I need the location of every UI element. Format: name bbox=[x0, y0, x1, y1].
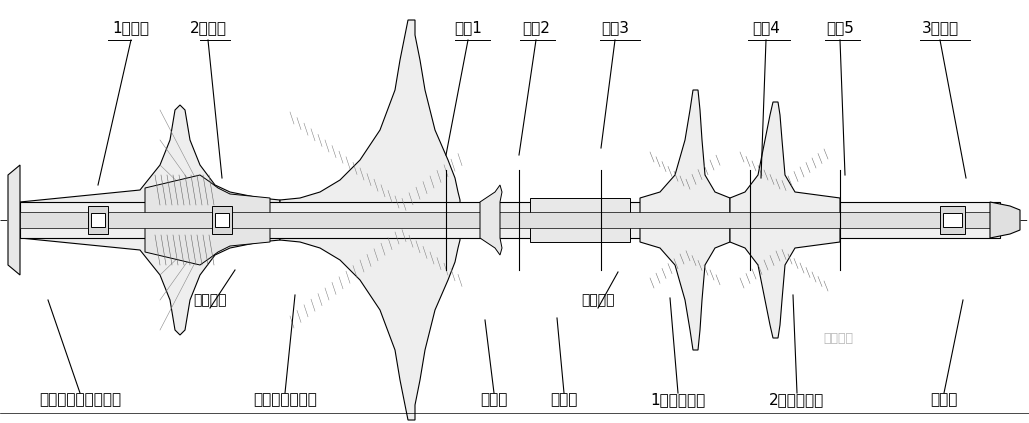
Text: 中心拉杆: 中心拉杆 bbox=[581, 293, 614, 307]
Bar bbox=[215, 213, 229, 227]
Bar bbox=[943, 213, 962, 227]
Text: 3号支承: 3号支承 bbox=[921, 20, 959, 36]
Text: 轴流压气机整体转子: 轴流压气机整体转子 bbox=[39, 393, 121, 407]
Text: 端齿4: 端齿4 bbox=[752, 20, 780, 36]
Polygon shape bbox=[280, 20, 460, 420]
Text: 端齿1: 端齿1 bbox=[454, 20, 482, 36]
Text: 1级涡轮转子: 1级涡轮转子 bbox=[650, 393, 706, 407]
Polygon shape bbox=[8, 165, 20, 275]
Text: 中心拉杆: 中心拉杆 bbox=[193, 293, 226, 307]
Polygon shape bbox=[480, 185, 502, 255]
Bar bbox=[91, 213, 105, 227]
Polygon shape bbox=[730, 102, 840, 338]
Bar bbox=[20, 202, 1000, 238]
Text: 航军之家: 航军之家 bbox=[823, 332, 853, 344]
Text: 端齿2: 端齿2 bbox=[522, 20, 549, 36]
Bar bbox=[212, 206, 232, 234]
Text: 1号支承: 1号支承 bbox=[112, 20, 149, 36]
Polygon shape bbox=[640, 90, 730, 350]
Text: 端齿3: 端齿3 bbox=[601, 20, 629, 36]
Text: 离心压气机叶轮: 离心压气机叶轮 bbox=[253, 393, 317, 407]
Text: 鼓筒轴: 鼓筒轴 bbox=[551, 393, 577, 407]
Polygon shape bbox=[990, 202, 1020, 238]
Text: 后轴颈: 后轴颈 bbox=[930, 393, 958, 407]
Text: 2级涡轮转子: 2级涡轮转子 bbox=[770, 393, 824, 407]
Bar bbox=[941, 206, 965, 234]
Bar bbox=[530, 198, 630, 242]
Bar bbox=[20, 212, 1000, 228]
Polygon shape bbox=[20, 105, 280, 335]
Text: 甩油盘: 甩油盘 bbox=[481, 393, 507, 407]
Text: 端齿5: 端齿5 bbox=[826, 20, 854, 36]
Text: 2号支承: 2号支承 bbox=[189, 20, 226, 36]
Bar bbox=[88, 206, 108, 234]
Polygon shape bbox=[145, 175, 270, 265]
